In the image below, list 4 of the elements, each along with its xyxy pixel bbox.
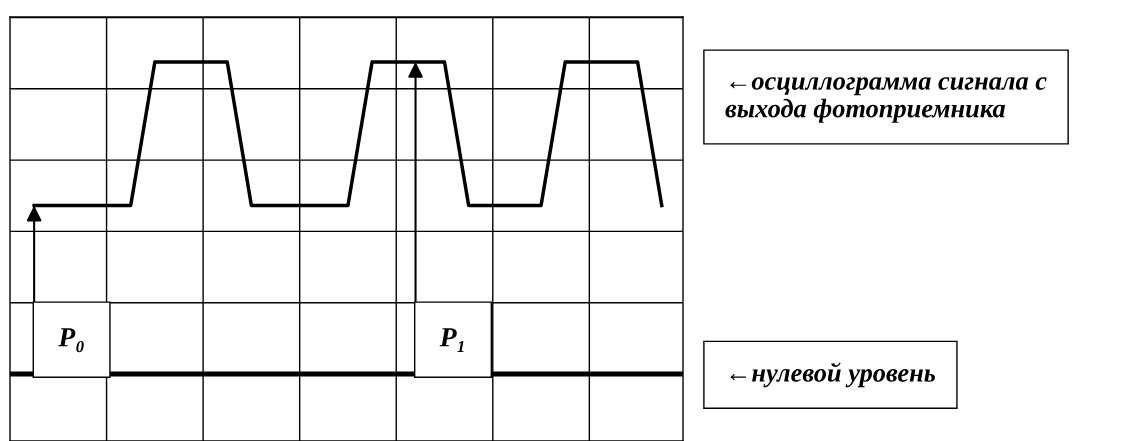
text: ←нулевой уровень (730, 362, 935, 388)
text: ←осциллограмма сигнала с выхода фотоприемника (725, 77, 1047, 123)
annotation: P₁ (439, 328, 464, 352)
annotation: P₀ (58, 328, 84, 353)
